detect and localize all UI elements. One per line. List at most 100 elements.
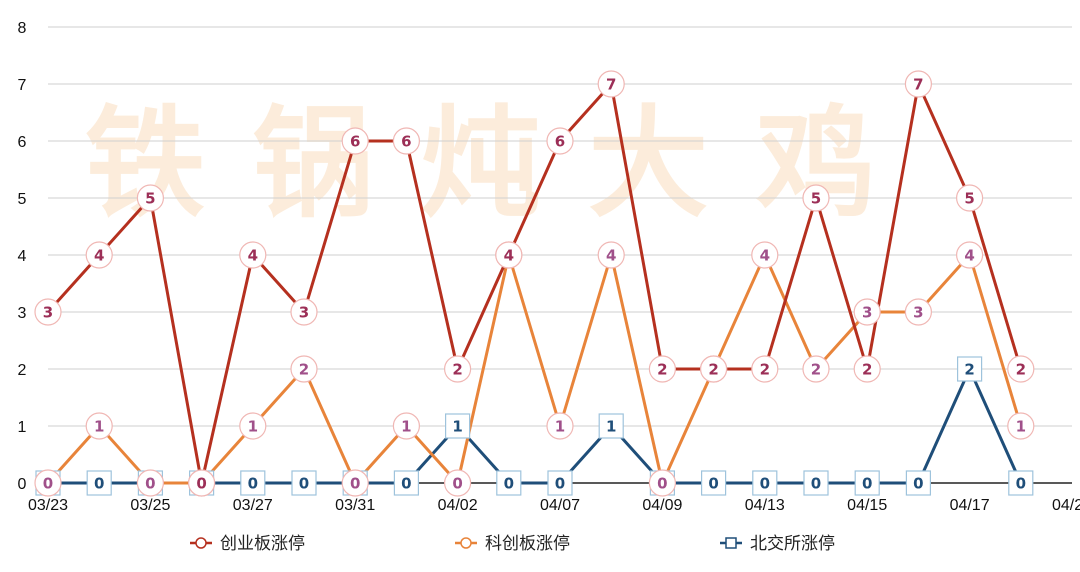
- point-marker: [290, 355, 318, 383]
- x-tick-label: 03/31: [335, 497, 375, 514]
- data-label: 2: [1016, 361, 1026, 379]
- y-tick-label: 4: [18, 248, 27, 265]
- data-point: 3: [853, 298, 881, 326]
- y-tick-label: 2: [18, 362, 27, 379]
- data-label: 0: [299, 475, 309, 493]
- data-point: 2: [1007, 355, 1035, 383]
- data-point: 0: [86, 470, 112, 496]
- data-point: 5: [802, 184, 830, 212]
- point-marker: [854, 470, 880, 496]
- point-marker: [853, 355, 881, 383]
- data-label: 2: [760, 361, 770, 379]
- data-point: 2: [956, 356, 983, 382]
- legend-swatch-marker: [725, 537, 737, 549]
- x-axis: 03/23 03/25 03/27 03/31 04/02 04/07 04/09 04/13…: [28, 497, 1080, 514]
- point-marker: [547, 470, 573, 496]
- data-point: 4: [597, 241, 625, 269]
- data-label: 0: [94, 475, 104, 493]
- point-marker: [1008, 470, 1034, 496]
- data-point: 0: [291, 470, 317, 496]
- data-point: 2: [751, 355, 779, 383]
- data-label: 0: [504, 475, 514, 493]
- point-marker: [85, 412, 113, 440]
- data-label: 3: [43, 304, 53, 322]
- legend-item: 科创板涨停: [455, 534, 570, 554]
- data-point: 4: [85, 241, 113, 269]
- point-marker: [444, 355, 472, 383]
- point-marker: [188, 469, 216, 497]
- point-marker: [648, 469, 677, 497]
- data-point: 0: [341, 469, 369, 497]
- point-marker: [136, 184, 164, 212]
- point-marker: [803, 470, 829, 496]
- point-marker: [239, 241, 267, 269]
- data-label: 7: [913, 76, 923, 94]
- data-point: 0: [34, 469, 62, 497]
- point-marker: [752, 470, 778, 496]
- point-marker: [597, 241, 625, 269]
- point-marker: [290, 298, 318, 326]
- data-point: 6: [546, 127, 574, 155]
- y-tick-label: 3: [18, 305, 27, 322]
- legend-label: 创业板涨停: [220, 534, 305, 554]
- data-label: 3: [299, 304, 309, 322]
- point-marker: [444, 469, 472, 497]
- y-tick-label: 8: [18, 20, 27, 37]
- x-tick-label: 04/17: [950, 497, 990, 514]
- y-tick-label: 6: [18, 134, 27, 151]
- data-point: 7: [597, 70, 625, 98]
- data-point: 0: [496, 470, 522, 496]
- data-label: 4: [760, 247, 770, 265]
- data-point: 2: [648, 355, 677, 383]
- data-label: 0: [1016, 475, 1026, 493]
- data-point: 1: [1007, 412, 1035, 440]
- data-label: 1: [401, 418, 411, 436]
- point-marker: [392, 127, 420, 155]
- data-point: 0: [444, 469, 472, 497]
- point-marker: [955, 184, 984, 212]
- data-point: 2: [444, 355, 472, 383]
- point-marker: [546, 127, 574, 155]
- data-point: 0: [648, 469, 677, 497]
- point-marker: [1007, 412, 1035, 440]
- data-point: 3: [904, 298, 933, 326]
- point-marker: [546, 412, 574, 440]
- data-label: 0: [862, 475, 872, 493]
- point-marker: [240, 470, 266, 496]
- x-tick-label: 04/07: [540, 497, 580, 514]
- data-point: 3: [290, 298, 318, 326]
- point-marker: [700, 470, 727, 496]
- data-label: 0: [350, 475, 360, 493]
- point-marker: [85, 241, 113, 269]
- data-point: 0: [854, 470, 880, 496]
- point-marker: [291, 470, 317, 496]
- point-marker: [393, 470, 419, 496]
- legend-swatch-marker: [195, 537, 207, 549]
- data-point: 0: [700, 470, 727, 496]
- data-point: 4: [495, 241, 523, 269]
- data-label: 2: [964, 361, 974, 379]
- data-point: 1: [445, 413, 471, 439]
- point-marker: [136, 469, 164, 497]
- data-label: 0: [452, 475, 462, 493]
- data-point: 6: [392, 127, 420, 155]
- legend-label: 北交所涨停: [750, 534, 835, 554]
- point-marker: [445, 413, 471, 439]
- data-label: 0: [555, 475, 565, 493]
- data-label: 5: [145, 190, 155, 208]
- data-label: 6: [401, 133, 411, 151]
- x-tick-label: 03/25: [130, 497, 170, 514]
- legend-swatch-marker: [460, 537, 472, 549]
- x-tick-label: 03/23: [28, 497, 68, 514]
- data-point: 0: [240, 470, 266, 496]
- data-label: 0: [708, 475, 718, 493]
- data-label: 1: [94, 418, 104, 436]
- data-label: 0: [145, 475, 155, 493]
- data-label: 2: [452, 361, 462, 379]
- point-marker: [802, 184, 830, 212]
- data-label: 3: [862, 304, 872, 322]
- data-point: 0: [136, 469, 164, 497]
- point-marker: [341, 127, 369, 155]
- data-point: 4: [239, 241, 267, 269]
